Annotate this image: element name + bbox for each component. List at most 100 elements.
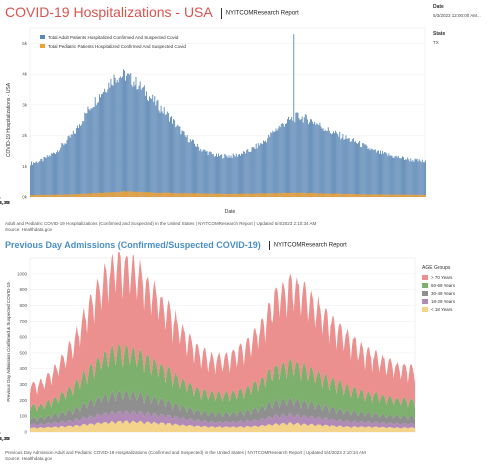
pediatric-bar [90,193,92,197]
adult-bar [282,124,284,197]
pediatric-bar [47,194,49,197]
legend-item[interactable]: > 70 Years [422,273,488,281]
adult-bar [341,137,343,197]
adult-bar [335,130,337,197]
adult-bar [258,145,260,197]
adult-bar [49,156,51,197]
legend-item[interactable]: 50-69 Years [422,281,488,289]
pediatric-bar [271,193,273,197]
pediatric-bar [137,191,139,197]
pediatric-bar [294,192,296,197]
pediatric-bar [232,193,234,197]
adult-bar [191,139,193,197]
date-filter-value[interactable]: 5/3/2023 12:00:00 AM... [433,13,481,18]
pediatric-bar [299,192,301,197]
pediatric-bar [145,191,147,197]
pediatric-bar [376,194,378,197]
adult-bar [221,154,223,197]
adult-bar [109,87,111,197]
pediatric-bar [359,194,361,197]
pediatric-bar [84,193,86,197]
adult-bar [31,161,32,197]
adult-bar [340,139,342,197]
adult-bar [288,116,289,197]
adult-bar [173,119,175,197]
pediatric-bar [320,193,322,197]
pediatric-bar [117,192,119,197]
pediatric-bar [34,195,36,197]
pediatric-bar [166,192,168,197]
pediatric-bar [89,193,91,197]
pediatric-bar [324,193,326,197]
pediatric-bar [390,194,392,197]
legend-item[interactable]: 30-49 Years [422,289,488,297]
adult-bar [224,153,226,197]
adult-bar [270,132,272,197]
pediatric-bar [322,193,324,197]
adult-bar [167,113,169,197]
adult-bar [284,123,286,197]
pediatric-bar [369,194,371,197]
date-filter[interactable]: Date 5/3/2023 12:00:00 AM... [433,4,489,18]
adult-bar [32,164,33,197]
area-series-18-29-years [30,410,415,429]
adult-bar [60,147,62,197]
chart2-y-tick-label: 100 [19,414,27,419]
adult-bar [59,150,61,197]
pediatric-bar [50,194,52,197]
pediatric-bar [207,193,209,197]
pediatric-bar [138,192,140,197]
adult-bar [206,151,208,197]
legend-label: < 18 Years [431,306,453,312]
adult-bar [40,158,42,197]
pediatric-bar [329,193,331,197]
legend-swatch-adult [40,35,45,39]
adult-bar [119,76,121,197]
adult-bar [121,76,123,197]
adult-bar [154,96,156,197]
adult-bar [314,121,316,197]
adult-bar [141,87,143,197]
pediatric-bar [363,194,365,197]
adult-bar [124,70,125,197]
adult-bar [240,155,241,197]
adult-bar [402,156,403,197]
adult-bar [387,155,389,197]
legend-item[interactable]: 18-29 Years [422,297,488,305]
pediatric-bar [222,193,224,197]
pediatric-bar [229,193,231,197]
pediatric-bar [198,193,200,197]
adult-bar [125,80,126,197]
pediatric-bar [189,193,191,197]
adult-bar [301,116,303,197]
pediatric-bar [56,194,58,197]
state-filter[interactable]: State TX [433,31,489,45]
pediatric-bar [83,193,85,197]
pediatric-bar [152,192,154,197]
adult-bar [106,92,108,197]
adult-bar [163,106,165,197]
chart2-y-tick-label: 500 [19,350,27,355]
pediatric-bar [82,193,84,197]
pediatric-bar [204,193,206,197]
pediatric-bar [397,194,399,197]
adult-bar [39,160,41,197]
pediatric-bar [408,194,410,197]
pediatric-bar [190,192,192,197]
pediatric-bar [338,193,340,197]
state-filter-value[interactable]: TX [433,40,439,45]
pediatric-bar [55,194,56,197]
pediatric-bar [234,193,236,197]
chart1-footer-source: Source: Healthdata.gov [5,227,53,232]
pediatric-bar [366,194,368,197]
legend-label: 30-49 Years [431,290,456,296]
adult-bar [135,76,137,197]
pediatric-bar [354,193,356,197]
adult-bar [118,78,120,197]
pediatric-bar [273,193,275,197]
pediatric-bar [283,192,285,197]
chart2-x-ticks: May 1, 22Jun 1, 22Jul 1, 22Aug 1, 22Sep … [0,432,10,441]
pediatric-bar [57,194,59,197]
legend-item[interactable]: < 18 Years [422,305,488,313]
pediatric-bar [66,194,68,197]
